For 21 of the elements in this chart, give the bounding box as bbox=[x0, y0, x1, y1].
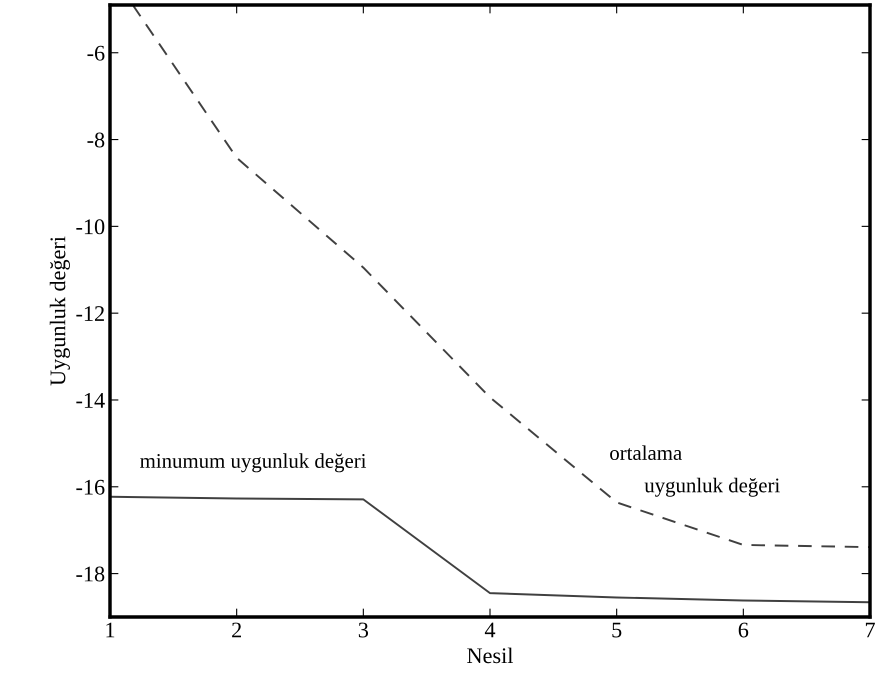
y-tick-label: -8 bbox=[87, 132, 104, 148]
y-axis-title: Uygunluk değeri bbox=[50, 236, 70, 386]
x-tick-label: 3 bbox=[358, 622, 368, 638]
x-tick-label: 2 bbox=[232, 622, 241, 638]
x-axis-title: Nesil bbox=[467, 648, 514, 664]
annotation: minumum uygunluk değeri bbox=[140, 453, 366, 472]
annotation: uygunluk değeri bbox=[644, 478, 780, 497]
y-tick-label: -16 bbox=[76, 480, 104, 495]
y-tick-label: -12 bbox=[76, 306, 104, 321]
y-tick-label: -10 bbox=[76, 219, 104, 234]
line-series bbox=[132, 5, 870, 548]
x-tick-label: 1 bbox=[106, 622, 114, 638]
x-tick-label: 5 bbox=[612, 622, 622, 638]
annotation: ortalama bbox=[610, 445, 682, 460]
x-tick-label: 7 bbox=[866, 622, 875, 638]
y-tick-label: -14 bbox=[76, 393, 105, 408]
line-series bbox=[110, 496, 870, 604]
y-tick-label: -18 bbox=[76, 566, 104, 582]
y-tick-label: -6 bbox=[87, 46, 104, 61]
x-tick-label: 6 bbox=[738, 622, 748, 638]
x-tick-label: 4 bbox=[484, 622, 496, 638]
